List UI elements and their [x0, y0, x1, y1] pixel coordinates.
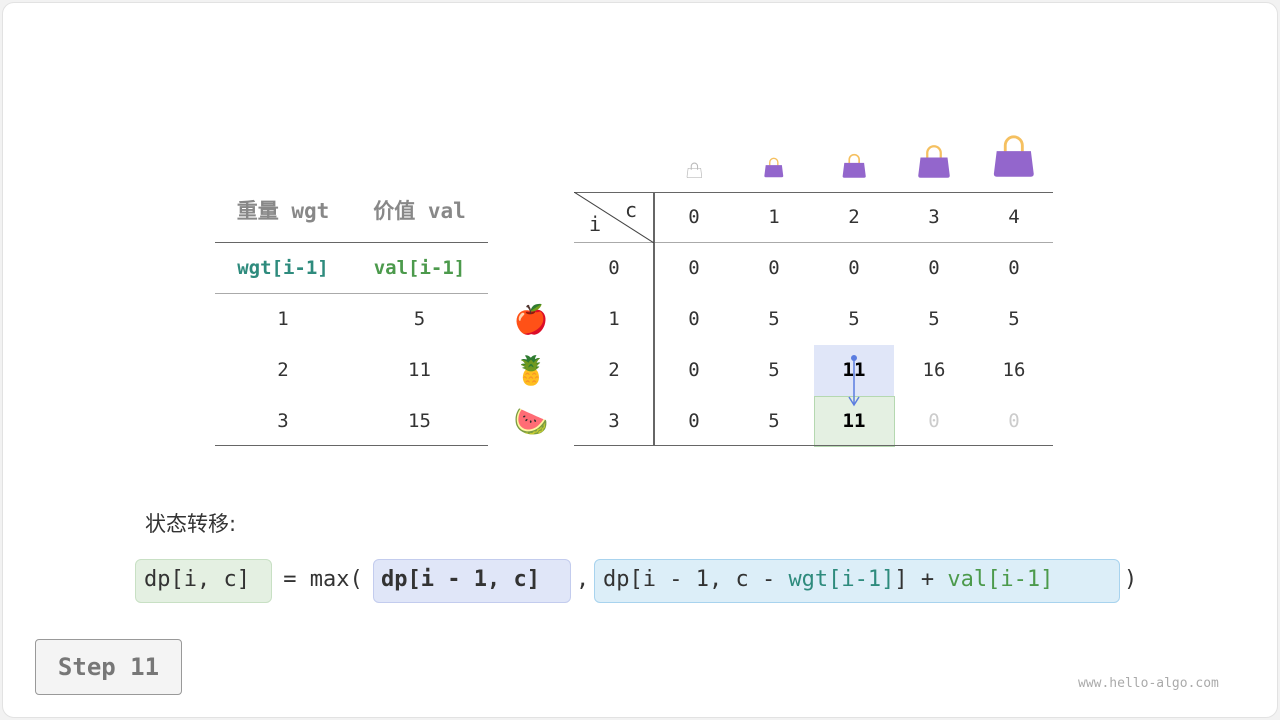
dp-cell: 5 — [928, 308, 940, 330]
dp-cell: 16 — [922, 359, 946, 381]
divider — [574, 192, 1053, 193]
divider — [215, 293, 488, 294]
formula-close: ) — [1124, 567, 1138, 592]
empty-bag-icon — [686, 162, 702, 178]
corner-i: i — [589, 212, 602, 236]
bag-icon — [764, 157, 784, 178]
corner-c: c — [625, 198, 638, 222]
formula-arg2-wgt: wgt[i-1] — [788, 567, 895, 592]
bag-icon — [918, 144, 950, 178]
dp-cell: 16 — [1002, 359, 1026, 381]
col-header: 1 — [768, 206, 780, 228]
dp-cell: 0 — [928, 410, 940, 432]
divider — [574, 445, 1053, 446]
dp-cell: 5 — [1008, 308, 1020, 330]
dp-cell: 0 — [928, 257, 940, 279]
divider — [215, 242, 488, 243]
row-header: 3 — [608, 410, 620, 432]
formula-arg2-b: ] + — [894, 567, 948, 592]
formula-arg1: dp[i - 1, c] — [381, 567, 540, 592]
dp-cell: 0 — [688, 257, 700, 279]
wgt-cell: 1 — [277, 308, 289, 330]
dp-cell: 5 — [768, 410, 780, 432]
dp-cell: 0 — [688, 359, 700, 381]
val-cell: 5 — [413, 308, 426, 330]
dp-cell: 0 — [688, 308, 700, 330]
pineapple-icon: 🍍 — [513, 354, 549, 387]
formula-arg2-a: dp[i - 1, c - — [603, 567, 789, 592]
col-header: 3 — [928, 206, 940, 228]
formula-comma: , — [576, 567, 590, 592]
dp-cell: 5 — [768, 308, 780, 330]
step-button[interactable]: Step 11 — [35, 639, 182, 695]
lhs-box — [135, 559, 272, 603]
row-header: 2 — [608, 359, 620, 381]
wgt-cell: 3 — [277, 410, 289, 432]
header-wgt: 重量 wgt — [236, 199, 330, 223]
apple-icon: 🍎 — [513, 303, 549, 336]
divider — [574, 242, 1053, 243]
val-cell: 15 — [408, 410, 431, 432]
col-header: 2 — [848, 206, 860, 228]
formula-lhs: dp[i, c] — [144, 567, 250, 592]
subheader-val: val[i-1] — [373, 257, 466, 279]
dp-cell: 11 — [842, 410, 866, 432]
col-header: 0 — [688, 206, 700, 228]
formula-arg2-val: val[i-1] — [947, 567, 1054, 592]
dp-cell: 0 — [1008, 410, 1020, 432]
dp-cell: 0 — [768, 257, 780, 279]
arg1-box — [373, 559, 571, 603]
wgt-cell: 2 — [277, 359, 289, 381]
arrow-down-icon — [848, 355, 860, 407]
watermelon-icon: 🍉 — [513, 405, 549, 438]
divider — [653, 192, 655, 446]
row-header: 1 — [608, 308, 620, 330]
header-val: 价值 val — [373, 199, 466, 223]
col-header: 4 — [1008, 206, 1020, 228]
subheader-wgt: wgt[i-1] — [237, 257, 329, 279]
formula-eq: = max( — [270, 567, 363, 592]
arg2-box — [594, 559, 1120, 603]
val-cell: 11 — [408, 359, 431, 381]
divider — [215, 445, 488, 446]
dp-cell: 0 — [848, 257, 860, 279]
watermark: www.hello-algo.com — [1078, 676, 1219, 691]
dp-cell: 0 — [688, 410, 700, 432]
row-header: 0 — [608, 257, 620, 279]
dp-cell: 0 — [1008, 257, 1020, 279]
bag-icon — [842, 153, 866, 178]
corner-diagonal — [574, 192, 654, 243]
dp-cell: 5 — [848, 308, 860, 330]
dp-cell: 5 — [768, 359, 780, 381]
bag-icon — [994, 135, 1034, 178]
transition-label: 状态转移: — [145, 512, 237, 536]
